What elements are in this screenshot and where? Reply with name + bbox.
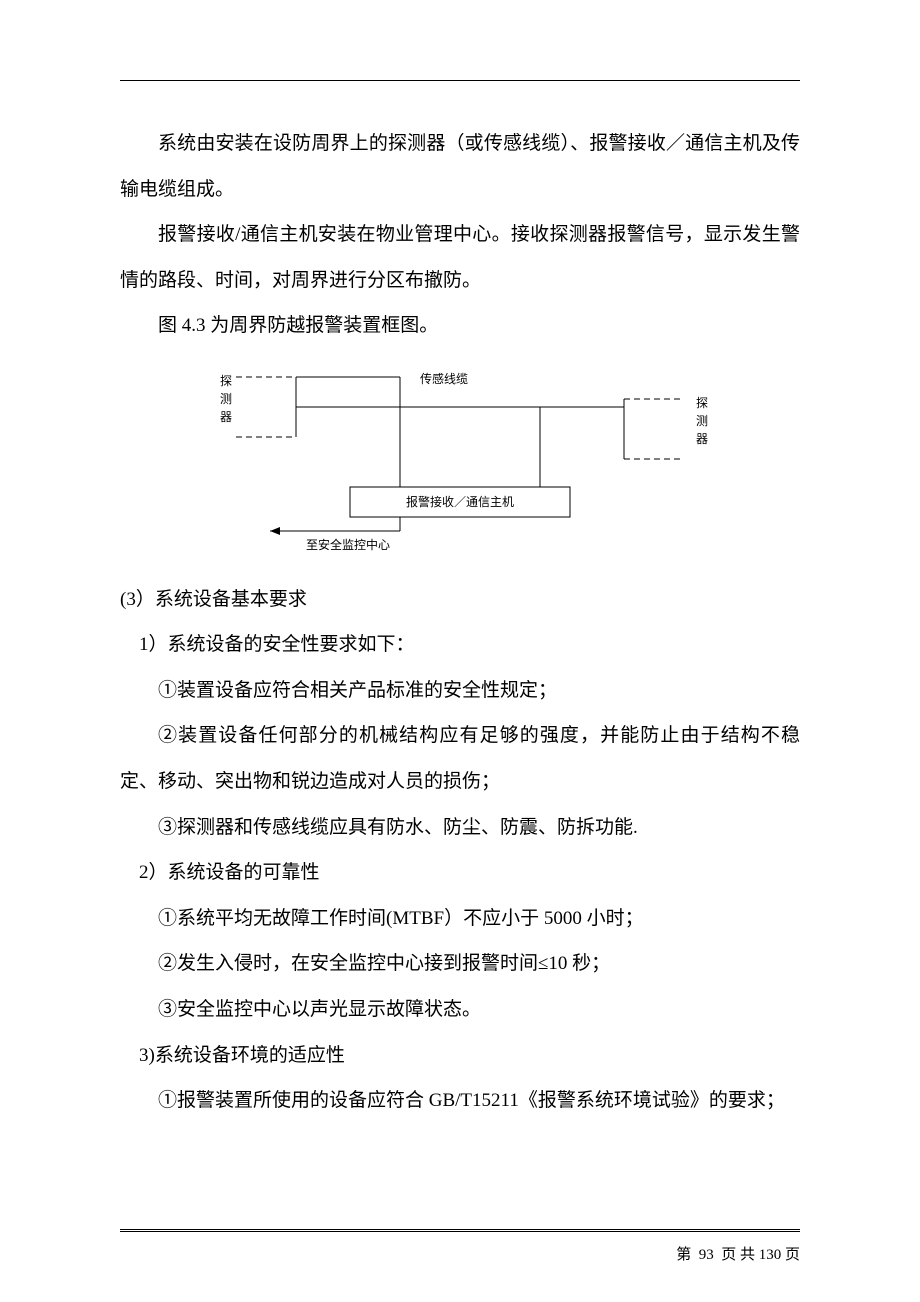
sub-2-heading: 2）系统设备的可靠性 <box>120 850 800 896</box>
item-3-1: ①报警装置所使用的设备应符合 GB/T15211《报警系统环境试验》的要求； <box>120 1078 800 1124</box>
item-1-3: ③探测器和传感线缆应具有防水、防尘、防震、防拆功能. <box>120 805 800 851</box>
svg-text:探: 探 <box>220 374 232 388</box>
item-2-1: ①系统平均无故障工作时间(MTBF）不应小于 5000 小时； <box>120 896 800 942</box>
alarm-block-diagram: 探测器传感线缆探测器报警接收／通信主机至安全监控中心 <box>210 355 710 555</box>
section-3-heading: (3）系统设备基本要求 <box>120 577 800 623</box>
bottom-rule <box>120 1229 800 1232</box>
top-rule <box>120 80 800 81</box>
item-1-1: ①装置设备应符合相关产品标准的安全性规定； <box>120 668 800 714</box>
sub-3-heading: 3)系统设备环境的适应性 <box>120 1033 800 1079</box>
svg-text:器: 器 <box>696 432 708 446</box>
svg-text:传感线缆: 传感线缆 <box>420 371 468 386</box>
item-2-2: ②发生入侵时，在安全监控中心接到报警时间≤10 秒； <box>120 941 800 987</box>
svg-text:测: 测 <box>696 414 708 428</box>
svg-text:测: 测 <box>220 392 232 406</box>
page-footer: 第 93 页 共 130 页 <box>676 1243 800 1264</box>
paragraph-2: 报警接收/通信主机安装在物业管理中心。接收探测器报警信号，显示发生警情的路段、时… <box>120 212 800 303</box>
item-1-2: ②装置设备任何部分的机械结构应有足够的强度，并能防止由于结构不稳定、移动、突出物… <box>120 713 800 804</box>
svg-text:器: 器 <box>220 410 232 424</box>
svg-text:报警接收／通信主机: 报警接收／通信主机 <box>406 494 514 509</box>
item-2-3: ③安全监控中心以声光显示故障状态。 <box>120 987 800 1033</box>
svg-text:至安全监控中心: 至安全监控中心 <box>306 537 390 552</box>
paragraph-1: 系统由安装在设防周界上的探测器（或传感线缆）、报警接收／通信主机及传输电缆组成。 <box>120 121 800 212</box>
page: 系统由安装在设防周界上的探测器（或传感线缆）、报警接收／通信主机及传输电缆组成。… <box>0 0 920 1302</box>
sub-1-heading: 1）系统设备的安全性要求如下： <box>120 622 800 668</box>
paragraph-3: 图 4.3 为周界防越报警装置框图。 <box>120 303 800 349</box>
figure-4-3: 探测器传感线缆探测器报警接收／通信主机至安全监控中心 <box>120 355 800 573</box>
svg-text:探: 探 <box>696 396 708 410</box>
body-text: 系统由安装在设防周界上的探测器（或传感线缆）、报警接收／通信主机及传输电缆组成。… <box>120 121 800 1124</box>
